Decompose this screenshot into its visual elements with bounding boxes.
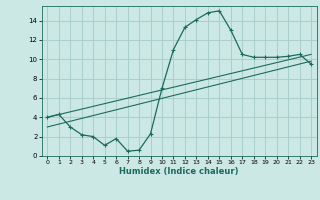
X-axis label: Humidex (Indice chaleur): Humidex (Indice chaleur) bbox=[119, 167, 239, 176]
